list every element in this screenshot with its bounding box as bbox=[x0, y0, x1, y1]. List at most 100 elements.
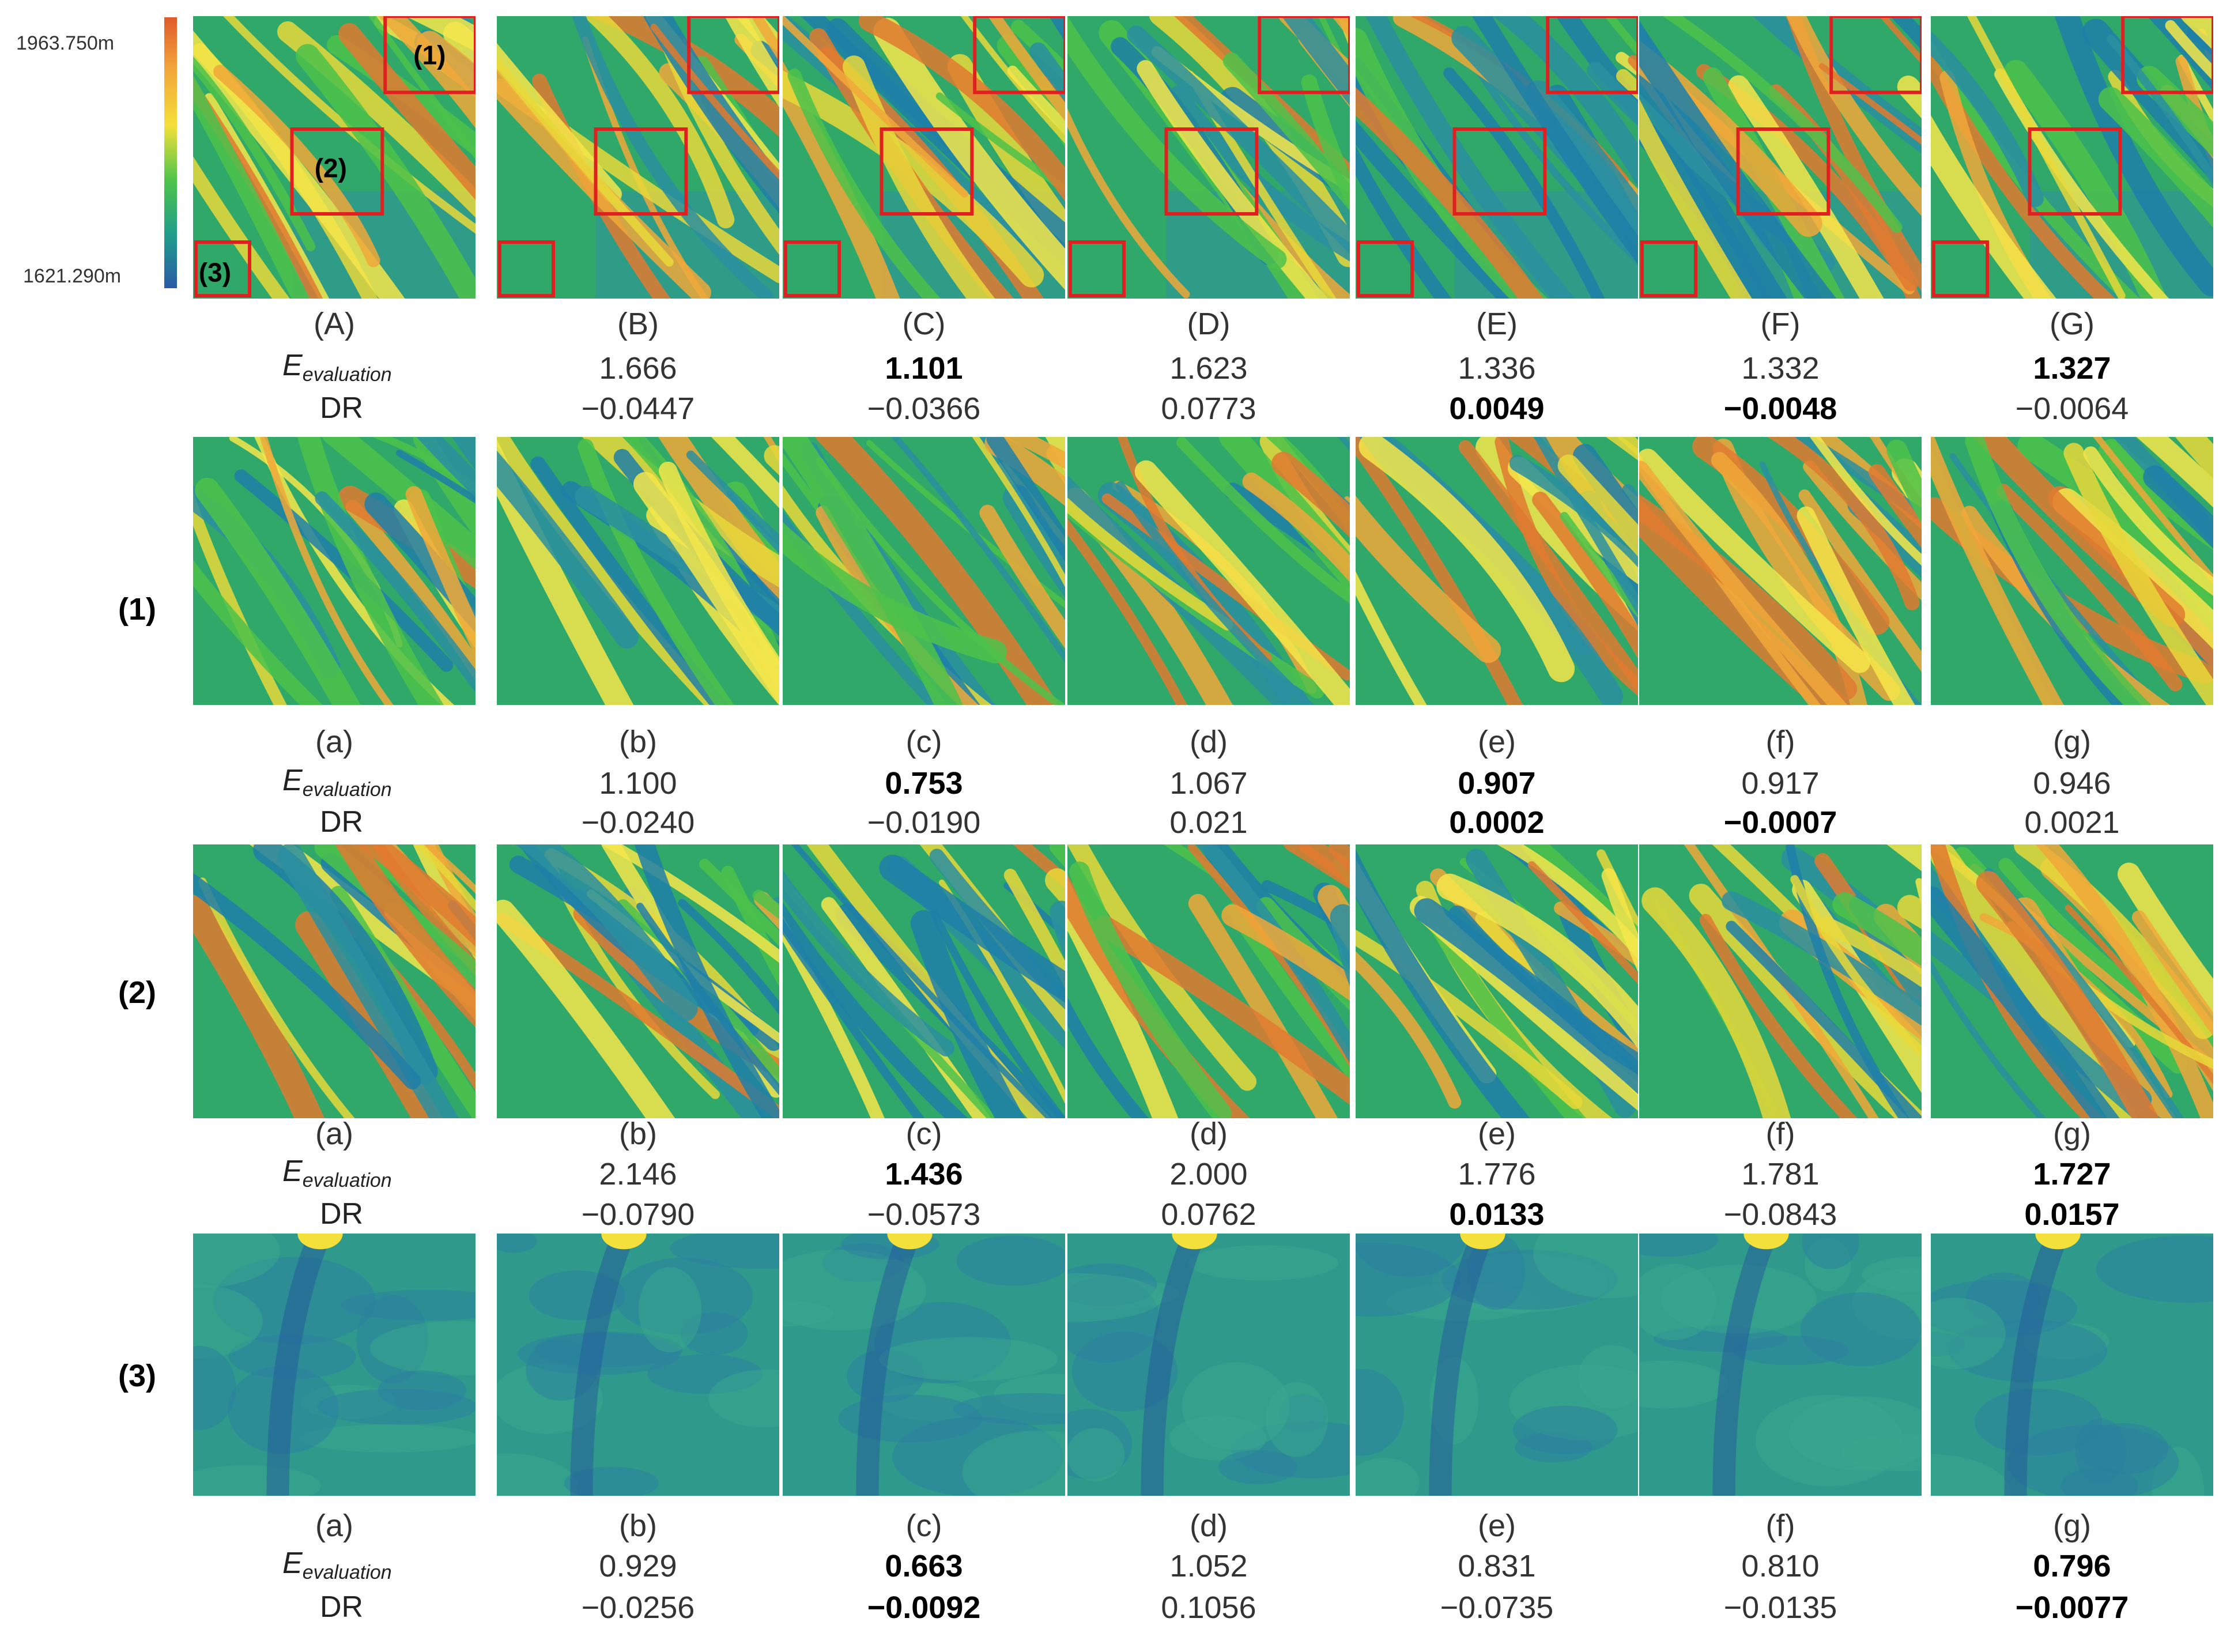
panel-caption: (c) bbox=[905, 1117, 942, 1151]
panel-caption: (b) bbox=[619, 725, 657, 759]
panel-caption: (C) bbox=[902, 307, 946, 341]
e-evaluation-label: Eevaluation bbox=[282, 349, 392, 386]
e-evaluation-value: 1.336 bbox=[1458, 351, 1536, 386]
panel-caption: (d) bbox=[1190, 1508, 1228, 1543]
panel-caption: (G) bbox=[2050, 307, 2095, 341]
terrain-tile-region-3-2 bbox=[783, 1234, 1065, 1496]
dr-value: −0.0790 bbox=[581, 1197, 695, 1232]
panel-caption: (E) bbox=[1476, 307, 1518, 341]
terrain-tile-overview-0: (1) (2) (3) bbox=[193, 16, 476, 299]
panel-caption: (f) bbox=[1765, 1117, 1795, 1151]
dr-value: −0.0843 bbox=[1723, 1197, 1837, 1232]
row-label: (1) bbox=[118, 592, 156, 627]
terrain-tile-overview-3 bbox=[1067, 16, 1350, 299]
e-evaluation-value: 0.831 bbox=[1458, 1549, 1536, 1583]
e-evaluation-value: 2.000 bbox=[1169, 1157, 1248, 1191]
e-evaluation-value: 0.929 bbox=[599, 1549, 677, 1583]
panel-caption: (a) bbox=[315, 1117, 353, 1151]
panel-caption: (A) bbox=[314, 307, 355, 341]
dr-label: DR bbox=[320, 391, 364, 425]
e-evaluation-value: 1.101 bbox=[885, 351, 963, 386]
e-evaluation-value: 1.727 bbox=[2033, 1157, 2111, 1191]
panel-caption: (g) bbox=[2053, 1117, 2091, 1151]
e-evaluation-value: 0.917 bbox=[1741, 766, 1820, 801]
panel-caption: (f) bbox=[1765, 1508, 1795, 1543]
panel-caption: (e) bbox=[1478, 725, 1516, 759]
region-box-label: (2) bbox=[315, 153, 347, 183]
terrain-tile-region-1-0 bbox=[193, 437, 476, 705]
terrain-tile-region-1-4 bbox=[1356, 437, 1638, 705]
dr-value: −0.0735 bbox=[1440, 1590, 1554, 1625]
terrain-tile-region-2-5 bbox=[1639, 844, 1922, 1118]
dr-label: DR bbox=[320, 1590, 364, 1624]
e-evaluation-label: Eevaluation bbox=[282, 764, 392, 801]
e-evaluation-value: 1.776 bbox=[1458, 1157, 1536, 1191]
dr-value: 0.0133 bbox=[1449, 1197, 1545, 1232]
dr-value: −0.0240 bbox=[581, 805, 695, 840]
terrain-tile-region-1-6 bbox=[1931, 437, 2213, 705]
e-evaluation-value: 1.100 bbox=[599, 766, 677, 801]
e-evaluation-value: 1.332 bbox=[1741, 351, 1820, 386]
panel-caption: (f) bbox=[1765, 725, 1795, 759]
dr-value: −0.0064 bbox=[2015, 391, 2129, 426]
e-evaluation-value: 0.810 bbox=[1741, 1549, 1820, 1583]
terrain-tile-region-3-6 bbox=[1931, 1234, 2213, 1496]
colorbar-min-label: 1621.290m bbox=[23, 265, 122, 287]
panel-caption: (b) bbox=[619, 1117, 657, 1151]
dr-value: −0.0048 bbox=[1723, 391, 1837, 426]
e-evaluation-value: 1.052 bbox=[1169, 1549, 1248, 1583]
terrain-tile-overview-5 bbox=[1639, 16, 1922, 299]
terrain-tile-region-1-5 bbox=[1639, 437, 1922, 705]
dr-value: 0.021 bbox=[1169, 805, 1248, 840]
dr-value: −0.0366 bbox=[867, 391, 981, 426]
terrain-tile-overview-6 bbox=[1931, 16, 2213, 299]
panel-caption: (d) bbox=[1190, 725, 1228, 759]
dr-value: −0.0190 bbox=[867, 805, 981, 840]
e-evaluation-value: 0.907 bbox=[1458, 766, 1536, 801]
e-evaluation-value: 1.436 bbox=[885, 1157, 963, 1191]
terrain-tile-region-2-6 bbox=[1931, 844, 2213, 1118]
panel-caption: (a) bbox=[315, 1508, 353, 1543]
panel-caption: (c) bbox=[905, 725, 942, 759]
terrain-tile-region-1-2 bbox=[783, 437, 1065, 705]
e-evaluation-value: 0.946 bbox=[2033, 766, 2111, 801]
terrain-tile-region-2-2 bbox=[783, 844, 1065, 1118]
terrain-tile-region-1-3 bbox=[1067, 437, 1350, 705]
panel-caption: (e) bbox=[1478, 1508, 1516, 1543]
dr-value: 0.0002 bbox=[1449, 805, 1545, 840]
region-box-label: (1) bbox=[413, 40, 446, 70]
terrain-tile-region-2-4 bbox=[1356, 844, 1638, 1118]
e-evaluation-value: 1.623 bbox=[1169, 351, 1248, 386]
dr-value: −0.0007 bbox=[1723, 805, 1837, 840]
dr-value: 0.0773 bbox=[1161, 391, 1256, 426]
dr-value: 0.0762 bbox=[1161, 1197, 1256, 1232]
terrain-tile-region-3-5 bbox=[1639, 1234, 1922, 1496]
terrain-tile-region-2-3 bbox=[1067, 844, 1350, 1118]
panel-caption: (e) bbox=[1478, 1117, 1516, 1151]
panel-caption: (g) bbox=[2053, 1508, 2091, 1543]
panel-caption: (B) bbox=[617, 307, 659, 341]
terrain-tile-region-3-3 bbox=[1067, 1234, 1350, 1496]
panel-caption: (F) bbox=[1760, 307, 1801, 341]
panel-caption: (D) bbox=[1187, 307, 1231, 341]
panel-caption: (g) bbox=[2053, 725, 2091, 759]
e-evaluation-value: 1.781 bbox=[1741, 1157, 1820, 1191]
terrain-tile-region-1-1 bbox=[497, 437, 779, 705]
row-label: (3) bbox=[118, 1359, 156, 1393]
dr-value: −0.0092 bbox=[867, 1590, 981, 1625]
dr-value: −0.0447 bbox=[581, 391, 695, 426]
e-evaluation-value: 2.146 bbox=[599, 1157, 677, 1191]
e-evaluation-value: 1.327 bbox=[2033, 351, 2111, 386]
elevation-colorbar bbox=[164, 17, 177, 288]
e-evaluation-value: 0.753 bbox=[885, 766, 963, 801]
dr-value: −0.0256 bbox=[581, 1590, 695, 1625]
dr-value: 0.0021 bbox=[2024, 805, 2120, 840]
e-evaluation-value: 0.796 bbox=[2033, 1549, 2111, 1583]
terrain-tile-overview-4 bbox=[1356, 16, 1638, 299]
dr-label: DR bbox=[320, 1197, 364, 1231]
terrain-tile-region-3-0 bbox=[193, 1234, 476, 1496]
terrain-tile-region-2-0 bbox=[193, 844, 476, 1118]
dr-value: −0.0077 bbox=[2015, 1590, 2129, 1625]
dr-value: 0.1056 bbox=[1161, 1590, 1256, 1625]
panel-caption: (c) bbox=[905, 1508, 942, 1543]
